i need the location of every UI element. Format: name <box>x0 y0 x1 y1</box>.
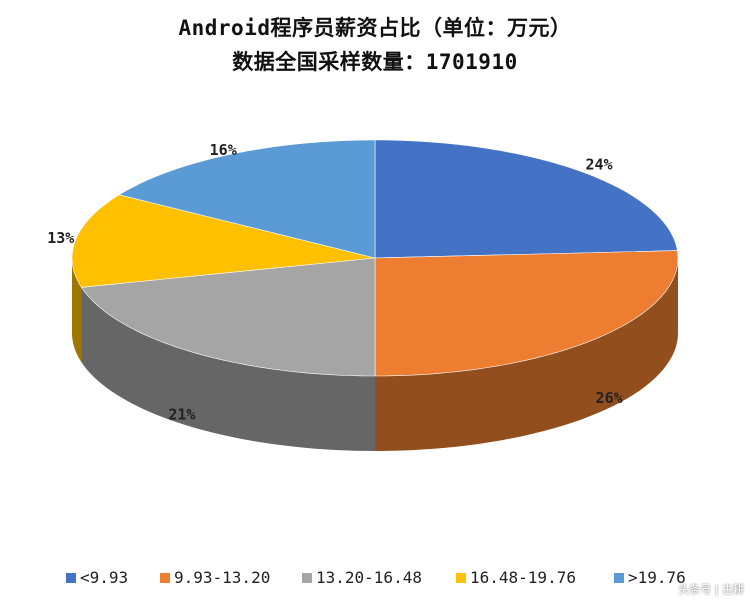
chart-subtitle: 数据全国采样数量：1701910 <box>232 50 518 74</box>
legend-label-4: >19.76 <box>628 568 686 587</box>
legend-swatch-4 <box>614 572 624 583</box>
legend-label-3: 16.48-19.76 <box>470 568 576 587</box>
pie-side-2 <box>81 287 375 451</box>
legend-item-1: 9.93-13.20 <box>160 568 270 587</box>
legend-label-1: 9.93-13.20 <box>174 568 271 587</box>
pie-tops <box>71 139 679 377</box>
pie-sides <box>72 258 678 451</box>
legend-swatch-2 <box>302 572 312 583</box>
pie-slice-3 <box>71 194 376 288</box>
pie-label-3: 13% <box>47 229 74 247</box>
legend-item-4: >19.76 <box>614 568 686 587</box>
chart-title: Android程序员薪资占比（单位：万元） <box>178 16 572 40</box>
pie-label-0: 24% <box>585 156 612 174</box>
pie-slice-4 <box>118 139 376 259</box>
legend-label-0: <9.93 <box>80 568 129 587</box>
pie-label-2: 21% <box>168 406 195 424</box>
legend-label-2: 13.20-16.48 <box>316 568 422 587</box>
pie-labels: 24% 26% 21% 13% 16% <box>47 141 622 424</box>
legend-swatch-0 <box>66 572 76 583</box>
legend-swatch-1 <box>160 572 170 583</box>
pie-side-1 <box>375 258 678 451</box>
chart-legend: <9.93 9.93-13.20 13.20-16.48 16.48-19.76 >19… <box>0 568 750 590</box>
legend-item-0: <9.93 <box>66 568 128 587</box>
legend-item-2: 13.20-16.48 <box>302 568 422 587</box>
watermark: 头条号 | 古耕 <box>678 583 744 596</box>
legend-item-3: 16.48-19.76 <box>456 568 576 587</box>
pie-label-1: 26% <box>596 389 623 407</box>
pie-label-4: 16% <box>210 141 237 159</box>
pie-slice-2 <box>80 257 376 377</box>
pie-side-3 <box>72 258 82 363</box>
pie-slice-0 <box>374 139 678 259</box>
pie-slice-1 <box>374 250 679 377</box>
legend-swatch-3 <box>456 572 466 583</box>
